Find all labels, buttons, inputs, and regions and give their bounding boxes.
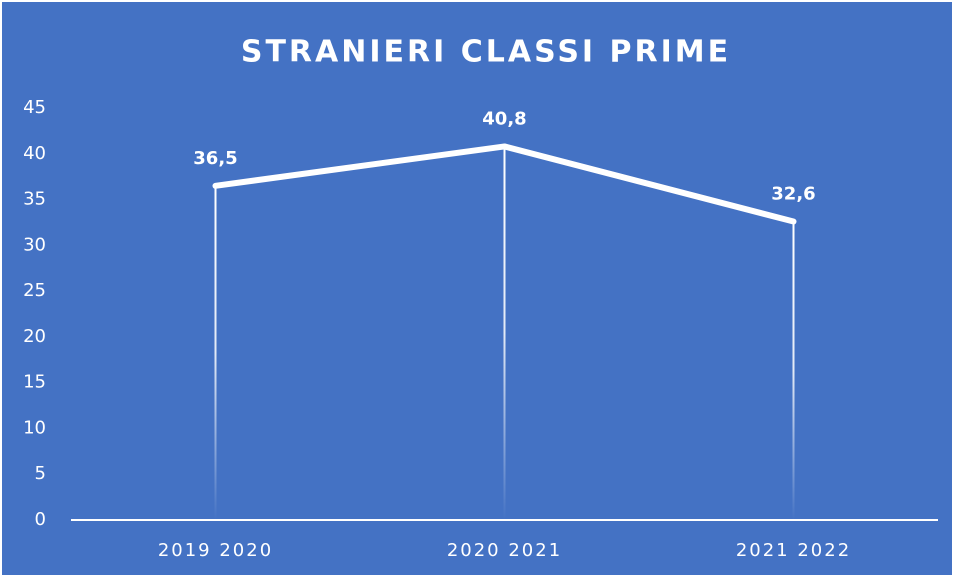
y-tick-label: 35 bbox=[23, 189, 46, 210]
drop-line bbox=[792, 221, 795, 521]
data-label: 36,5 bbox=[193, 148, 237, 169]
y-tick-label: 30 bbox=[23, 234, 46, 255]
y-tick-label: 5 bbox=[35, 463, 46, 484]
x-tick-label: 2019 2020 bbox=[158, 540, 273, 561]
y-tick-label: 40 bbox=[23, 143, 46, 164]
x-tick-label: 2020 2021 bbox=[447, 540, 562, 561]
data-label: 40,8 bbox=[482, 108, 526, 129]
y-tick-label: 0 bbox=[35, 509, 46, 530]
data-line bbox=[212, 143, 797, 225]
y-tick-label: 25 bbox=[23, 280, 46, 301]
x-tick-label: 2021 2022 bbox=[736, 540, 851, 561]
y-tick-label: 20 bbox=[23, 326, 46, 347]
data-label: 32,6 bbox=[771, 184, 815, 205]
chart-title: STRANIERI CLASSI PRIME bbox=[241, 35, 731, 70]
y-tick-label: 45 bbox=[23, 97, 46, 118]
drop-line bbox=[503, 146, 506, 520]
y-tick-label: 15 bbox=[23, 372, 46, 393]
y-tick-label: 10 bbox=[23, 417, 46, 438]
drop-line bbox=[214, 185, 217, 521]
